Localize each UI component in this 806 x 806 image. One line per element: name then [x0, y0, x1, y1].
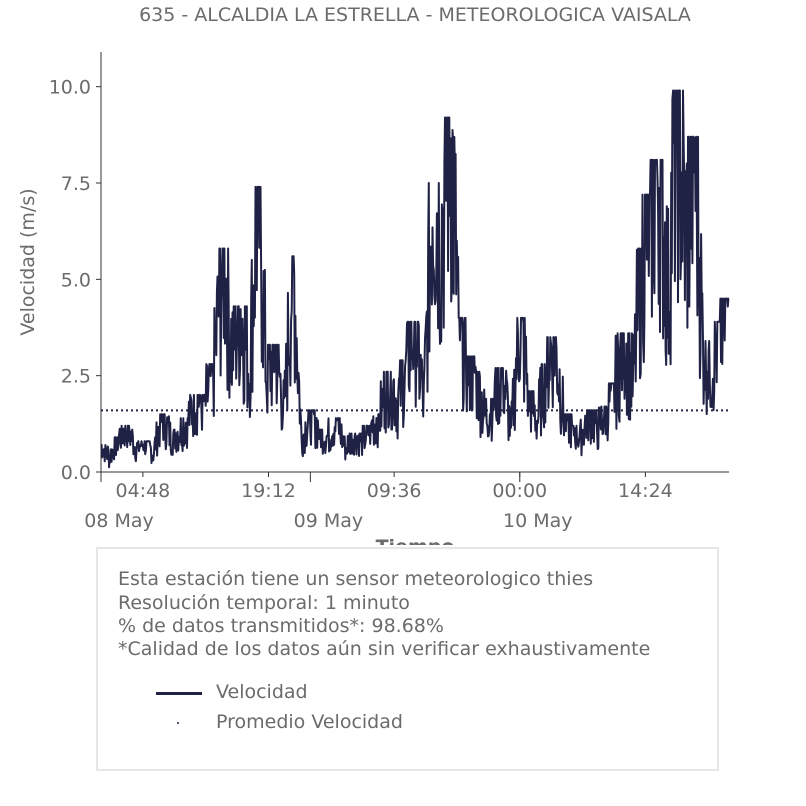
y-ticks: 0.0 2.5 5.0 7.5 10.0 — [49, 77, 101, 484]
y-axis-label: Velocidad (m/s) — [17, 188, 39, 335]
info-transmitted: % de datos transmitidos*: 98.68% — [118, 615, 444, 637]
x-tick-label: 14:24 — [618, 480, 673, 502]
legend-mean-label: Promedio Velocidad — [216, 711, 403, 733]
info-resolution: Resolución temporal: 1 minuto — [118, 592, 410, 614]
x-ticks: 04:48 19:12 09:36 00:00 14:24 08 May 09 May 10 … — [84, 472, 673, 532]
chart-title: 635 - ALCALDIA LA ESTRELLA - METEOROLOGI… — [139, 4, 691, 26]
x-date-label: 09 May — [294, 510, 364, 532]
info-quality-note: *Calidad de los datos aún sin verificar … — [118, 638, 651, 660]
x-tick-label: 19:12 — [241, 480, 296, 502]
y-tick-label: 5.0 — [61, 269, 91, 291]
y-tick-label: 10.0 — [49, 77, 91, 99]
x-tick-label: 09:36 — [367, 480, 422, 502]
x-tick-label: 04:48 — [115, 480, 170, 502]
y-tick-label: 2.5 — [61, 366, 91, 388]
legend-series-label: Velocidad — [216, 681, 308, 703]
x-tick-label: 00:00 — [492, 480, 547, 502]
legend-series-swatch — [156, 692, 202, 695]
info-legend-box: Esta estación tiene un sensor meteorolog… — [96, 547, 719, 771]
series-line-velocidad — [100, 89, 730, 469]
chart-area: 635 - ALCALDIA LA ESTRELLA - METEOROLOGI… — [17, 4, 730, 545]
x-date-label: 10 May — [503, 510, 573, 532]
info-sensor: Esta estación tiene un sensor meteorolog… — [118, 568, 594, 590]
x-date-label: 08 May — [84, 510, 154, 532]
y-tick-label: 0.0 — [61, 462, 91, 484]
axes — [100, 52, 729, 473]
x-axis-label: Tiempo — [376, 536, 455, 545]
legend-mean-swatch — [177, 722, 179, 724]
y-tick-label: 7.5 — [61, 173, 91, 195]
series-group — [100, 89, 730, 469]
